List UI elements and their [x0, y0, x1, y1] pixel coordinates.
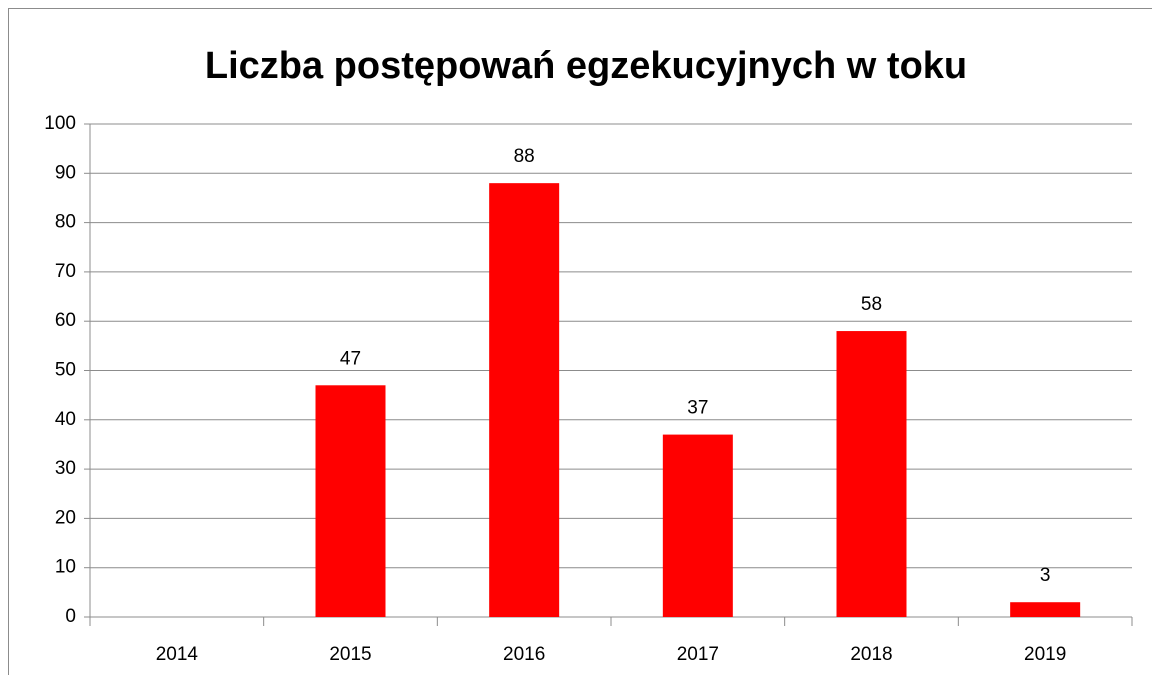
y-tick-label: 50 [55, 360, 76, 381]
y-tick-label: 100 [44, 113, 76, 134]
bar [1010, 602, 1081, 617]
x-tick-label: 2019 [1024, 644, 1066, 665]
bar [489, 183, 560, 617]
y-tick-label: 80 [55, 212, 76, 233]
y-tick-label: 60 [55, 310, 76, 331]
y-tick-label: 0 [65, 606, 76, 627]
x-tick-label: 2016 [503, 644, 545, 665]
x-tick-label: 2015 [329, 644, 371, 665]
data-label: 47 [340, 348, 361, 369]
data-label: 37 [687, 398, 708, 419]
data-label: 58 [861, 294, 882, 315]
x-tick-label: 2018 [850, 644, 892, 665]
bar [315, 385, 386, 617]
x-tick-label: 2014 [156, 644, 199, 665]
y-tick-label: 40 [55, 409, 76, 430]
y-tick-label: 10 [55, 557, 76, 578]
bar [836, 331, 907, 617]
y-tick-label: 90 [55, 162, 76, 183]
y-tick-label: 30 [55, 458, 76, 479]
data-label: 88 [514, 146, 535, 167]
data-label: 3 [1040, 565, 1051, 586]
y-tick-label: 70 [55, 261, 76, 282]
x-tick-label: 2017 [677, 644, 719, 665]
chart-title: Liczba postępowań egzekucyjnych w toku [205, 45, 967, 87]
bar [662, 434, 733, 617]
chart-frame [8, 8, 1152, 675]
y-tick-label: 20 [55, 507, 76, 528]
